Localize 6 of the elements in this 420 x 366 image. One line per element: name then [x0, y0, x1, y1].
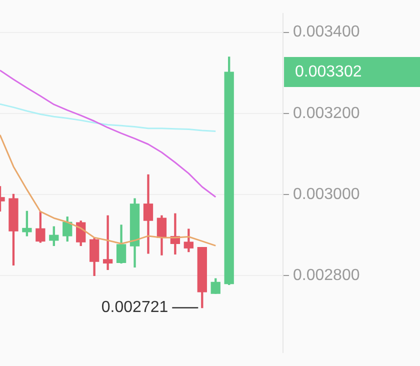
y-tick-label: 0.003000	[293, 186, 360, 203]
y-tick-label: 0.003400	[293, 24, 360, 41]
text: 0.003302	[295, 63, 362, 80]
annotation: 0.002721	[101, 299, 168, 316]
y-tick-label: 0.003200	[293, 104, 360, 122]
y-tick-label: 0.002800	[293, 267, 360, 284]
